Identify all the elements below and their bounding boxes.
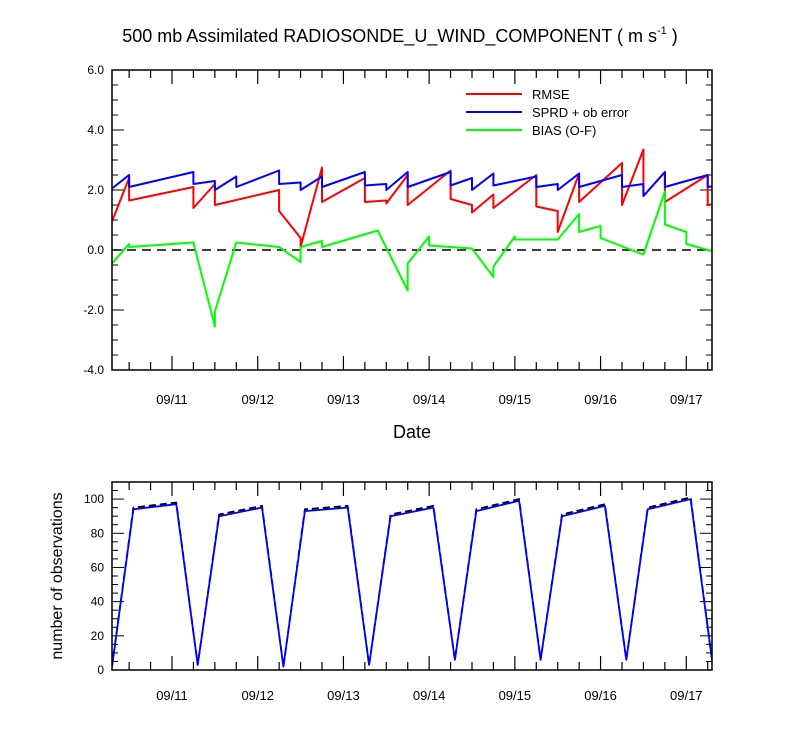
y-tick-label: 40 (91, 595, 105, 609)
y-tick-label: 6.0 (87, 63, 104, 77)
top-y-tick-labels: -4.0 -2.0 0.0 2.0 4.0 6.0 (83, 63, 104, 377)
x-tick-label: 09/13 (327, 392, 360, 407)
y-tick-label: -4.0 (83, 363, 104, 377)
top-plot-frame (111, 69, 713, 371)
top-axis-ticks (112, 69, 712, 371)
y-tick-label: 4.0 (87, 123, 104, 137)
y-tick-label: 0.0 (87, 243, 104, 257)
x-tick-label: 09/11 (156, 688, 188, 703)
y-tick-label: 60 (91, 560, 105, 574)
top-x-tick-labels: 09/11 09/12 09/13 09/14 09/15 09/16 09/17 (156, 392, 702, 407)
x-tick-label: 09/16 (584, 688, 617, 703)
bottom-y-tick-labels: 0 20 40 60 80 100 (84, 492, 104, 677)
legend-label-sprd: SPRD + ob error (532, 105, 629, 120)
series-line-rmse (112, 148, 712, 248)
x-tick-label: 09/12 (241, 392, 274, 407)
chart-title: 500 mb Assimilated RADIOSONDE_U_WIND_COM… (122, 25, 678, 47)
bottom-series-group (112, 496, 712, 668)
x-tick-label: 09/14 (413, 392, 446, 407)
top-x-axis-label: Date (393, 422, 431, 442)
series-line-bot-1 (112, 498, 712, 668)
y-tick-label: 2.0 (87, 183, 104, 197)
y-tick-label: 20 (91, 629, 105, 643)
bottom-axis-ticks (112, 481, 712, 671)
bottom-y-axis-label: number of observations (49, 492, 66, 659)
y-tick-label: 0 (97, 663, 104, 677)
series-line-bias-o-f (112, 190, 712, 328)
top-series-group (112, 148, 712, 328)
x-tick-label: 09/12 (241, 688, 274, 703)
y-tick-label: 80 (91, 526, 105, 540)
y-tick-label: -2.0 (83, 303, 104, 317)
y-tick-label: 100 (84, 492, 104, 506)
series-line-sprd-ob-error (112, 169, 712, 197)
x-tick-label: 09/14 (413, 688, 446, 703)
bottom-plot-frame (111, 481, 713, 671)
x-tick-label: 09/17 (670, 688, 703, 703)
legend: RMSE SPRD + ob error BIAS (O-F) (466, 87, 629, 138)
x-tick-label: 09/17 (670, 392, 703, 407)
bottom-x-tick-labels: 09/11 09/12 09/13 09/14 09/15 09/16 09/17 (156, 688, 702, 703)
legend-label-rmse: RMSE (532, 87, 570, 102)
top-panel: -4.0-2.00.02.04.06.0 09/11 09/12 09/13 09/1… (83, 63, 713, 442)
x-tick-label: 09/15 (499, 688, 532, 703)
legend-label-bias: BIAS (O-F) (532, 123, 596, 138)
x-tick-label: 09/16 (584, 392, 617, 407)
x-tick-label: 09/15 (499, 392, 532, 407)
x-tick-label: 09/11 (156, 392, 188, 407)
x-tick-label: 09/13 (327, 688, 360, 703)
